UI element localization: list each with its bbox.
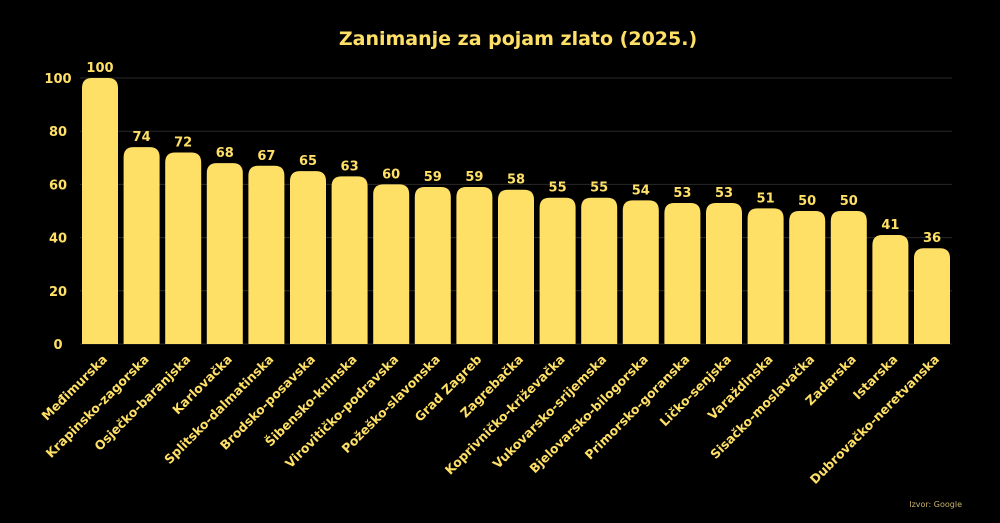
bar: [248, 165, 285, 344]
bar: [498, 189, 534, 344]
bar: [830, 211, 867, 344]
data-label: 55: [549, 181, 567, 196]
data-label: 59: [424, 170, 442, 185]
bar: [622, 200, 659, 344]
data-label: 68: [216, 146, 234, 161]
bar: [872, 234, 909, 344]
data-label: 65: [299, 154, 317, 169]
data-label: 74: [133, 130, 151, 145]
bar: [914, 248, 950, 344]
bar: [456, 187, 493, 344]
source-note: Izvor: Google: [909, 500, 962, 509]
data-label: 54: [632, 183, 650, 198]
data-label: 58: [507, 173, 525, 188]
data-label: 55: [590, 181, 608, 196]
bar: [123, 147, 160, 344]
data-label: 100: [86, 61, 113, 76]
bar: [165, 152, 202, 344]
data-label: 72: [174, 135, 192, 150]
data-label: 59: [465, 170, 483, 185]
y-tick-label: 40: [49, 232, 67, 247]
bar: [706, 203, 742, 344]
bar: [581, 197, 618, 344]
bar: [373, 184, 410, 344]
bar: [664, 203, 701, 344]
bar: [789, 211, 826, 344]
chart-title: Zanimanje za pojam zlato (2025.): [339, 28, 697, 50]
data-label: 51: [757, 191, 775, 206]
data-label: 50: [798, 194, 816, 209]
x-tick-label: Ličko-senjska: [657, 352, 735, 430]
bar: [414, 187, 451, 344]
y-tick-label: 20: [49, 285, 67, 300]
bar: [290, 171, 326, 344]
bar: [331, 176, 368, 344]
data-label: 53: [673, 186, 691, 201]
data-label: 67: [257, 149, 275, 164]
bar: [82, 78, 118, 344]
data-label: 60: [382, 167, 400, 182]
y-tick-label: 0: [53, 338, 62, 353]
bar: [206, 163, 243, 344]
data-label: 41: [881, 218, 899, 233]
data-label: 53: [715, 186, 733, 201]
y-tick-label: 100: [44, 72, 71, 87]
y-tick-label: 60: [49, 178, 67, 193]
bar: [539, 197, 576, 344]
data-label: 36: [923, 231, 941, 246]
y-tick-label: 80: [49, 125, 67, 140]
bar: [747, 208, 784, 344]
data-label: 50: [840, 194, 858, 209]
data-label: 63: [341, 159, 359, 174]
